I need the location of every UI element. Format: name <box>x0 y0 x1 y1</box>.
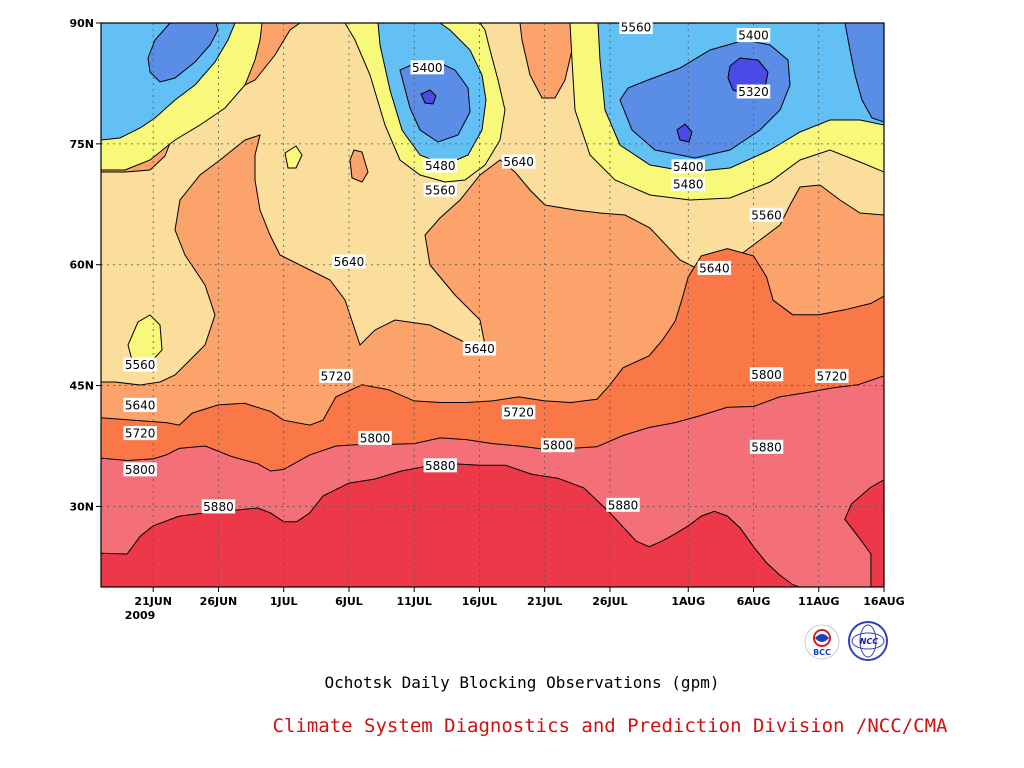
contour-label-5640: 5640 <box>334 255 365 269</box>
contour-label-5640: 5640 <box>125 398 156 412</box>
region-5320-5400-ne2 <box>844 23 884 123</box>
contour-label-bg-10 <box>749 207 784 222</box>
x-axis-year-label: 2009 <box>125 609 156 622</box>
contour-band-3 <box>101 463 800 587</box>
ncc-logo: NCC <box>848 621 888 661</box>
contour-label-5800: 5800 <box>751 368 782 382</box>
contour-label-bg-3 <box>410 60 444 75</box>
x-tick-label-21JUL: 21JUL <box>527 595 562 608</box>
contour-label-bg-26 <box>201 499 236 514</box>
contour-label-bg-18 <box>123 397 157 412</box>
x-tick-label-1JUL: 1JUL <box>270 595 298 608</box>
contour-label-bg-22 <box>541 438 575 453</box>
contour-label-bg-27 <box>606 497 640 512</box>
contour-label-bg-9 <box>423 182 457 197</box>
contour-label-5640: 5640 <box>699 261 730 275</box>
contour-label-bg-17 <box>815 368 849 383</box>
contour-label-5800: 5800 <box>125 463 156 477</box>
contour-label-bg-11 <box>332 254 366 269</box>
contour-label-bg-1 <box>619 20 653 35</box>
chart-title: Ochotsk Daily Blocking Observations (gpm… <box>325 673 720 692</box>
contour-label-5720: 5720 <box>503 406 534 420</box>
plot-frame <box>100 22 885 588</box>
x-tick-label-11AUG: 11AUG <box>798 595 839 608</box>
contour-label-5640: 5640 <box>464 342 495 356</box>
x-tick-label-26JUL: 26JUL <box>592 595 627 608</box>
contour-label-bg-25 <box>423 458 457 473</box>
contour-label-bg-21 <box>358 430 392 445</box>
island-5640-5720-1 <box>349 149 369 183</box>
contour-label-5480: 5480 <box>673 178 704 192</box>
contour-label-bg-23 <box>749 439 784 454</box>
contour-label-bg-4 <box>736 84 771 99</box>
region-5320-5400-nw <box>147 23 219 83</box>
x-tick-label-1AUG: 1AUG <box>671 595 705 608</box>
contour-label-bg-12 <box>697 260 732 275</box>
contour-label-bg-15 <box>319 368 353 383</box>
y-tick-label-60N: 60N <box>69 259 94 272</box>
x-tick-label-16AUG: 16AUG <box>863 595 904 608</box>
contour-label-5720: 5720 <box>125 427 156 441</box>
contour-label-bg-14 <box>123 357 157 372</box>
contour-label-bg-2 <box>736 28 771 43</box>
contour-label-bg-7 <box>671 159 705 174</box>
y-tick-label-90N: 90N <box>69 17 94 30</box>
y-tick-label-30N: 30N <box>69 500 94 513</box>
y-axis: 30N 45N 60N 75N 90N <box>69 17 101 513</box>
contour-label-bg-5 <box>423 158 457 173</box>
contour-label-5880: 5880 <box>751 440 782 454</box>
y-tick-label-75N: 75N <box>69 138 94 151</box>
contour-label-bg-19 <box>501 405 536 420</box>
contour-label-5640: 5640 <box>503 155 534 169</box>
contour-label-5480: 5480 <box>425 159 456 173</box>
contour-label-5800: 5800 <box>360 431 391 445</box>
island-5480-5560-2 <box>284 145 303 169</box>
contour-label-5560: 5560 <box>125 358 156 372</box>
bcc-logo: BCC <box>804 624 840 660</box>
contour-label-5720: 5720 <box>321 369 352 383</box>
x-tick-label-21JUN: 21JUN <box>134 595 172 608</box>
contour-label-5800: 5800 <box>542 439 573 453</box>
contour-label-bg-20 <box>123 426 157 441</box>
contour-label-5560: 5560 <box>621 21 652 35</box>
svg-text:BCC: BCC <box>813 648 831 657</box>
contour-label-5560: 5560 <box>425 183 456 197</box>
contour-label-5400: 5400 <box>738 29 769 43</box>
contour-label-bg-8 <box>671 177 705 192</box>
x-tick-label-11JUL: 11JUL <box>397 595 432 608</box>
x-tick-label-6JUL: 6JUL <box>335 595 363 608</box>
contour-label-bg-13 <box>462 341 497 356</box>
contour-band-4 <box>844 479 884 587</box>
x-tick-label-26JUN: 26JUN <box>200 595 238 608</box>
contour-label-bg-16 <box>749 367 784 382</box>
contour-label-5880: 5880 <box>608 498 639 512</box>
contour-label-5880: 5880 <box>203 500 234 514</box>
x-axis: 21JUN 26JUN 1JUL 6JUL 11JUL 16JUL 21JUL 26JUL 1A… <box>134 587 905 608</box>
contour-label-5880: 5880 <box>425 459 456 473</box>
x-tick-label-16JUL: 16JUL <box>462 595 497 608</box>
y-tick-label-45N: 45N <box>69 380 94 393</box>
contour-fills <box>101 23 884 587</box>
contour-label-5400: 5400 <box>673 160 704 174</box>
region-lt-5320-center <box>420 89 437 105</box>
contour-label-5720: 5720 <box>817 369 848 383</box>
contour-label-5400: 5400 <box>412 61 443 75</box>
contour-label-5560: 5560 <box>751 208 782 222</box>
credit-line: Climate System Diagnostics and Predictio… <box>273 715 948 737</box>
contour-label-bg-24 <box>123 462 157 477</box>
contour-labels: 5560 5400 5400 5320 5480 5640 5400 5480 5560 5560… <box>123 20 849 514</box>
x-tick-label-6AUG: 6AUG <box>737 595 771 608</box>
svg-text:NCC: NCC <box>860 637 879 646</box>
contour-label-bg-6 <box>501 154 536 169</box>
contour-label-5320: 5320 <box>738 85 769 99</box>
